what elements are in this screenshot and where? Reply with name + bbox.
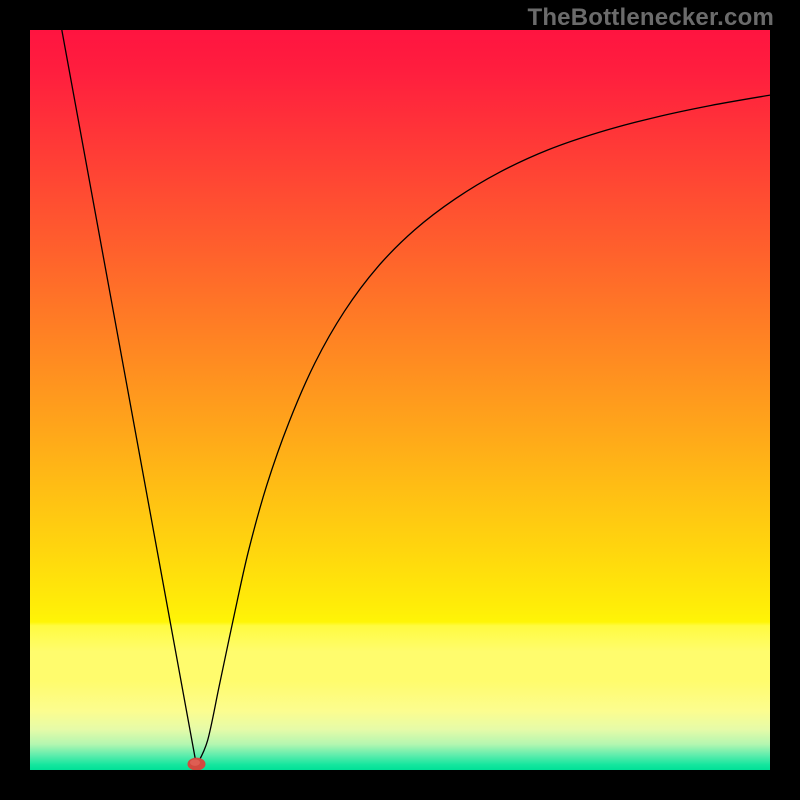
plot-background: [30, 30, 770, 770]
chart-svg: [0, 0, 800, 800]
minimum-marker: [188, 758, 206, 771]
watermark-text: TheBottlenecker.com: [527, 4, 774, 32]
chart-frame: TheBottlenecker.com: [0, 0, 800, 800]
